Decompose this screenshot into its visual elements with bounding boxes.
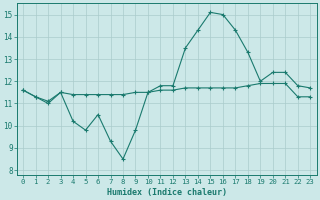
X-axis label: Humidex (Indice chaleur): Humidex (Indice chaleur): [107, 188, 227, 197]
